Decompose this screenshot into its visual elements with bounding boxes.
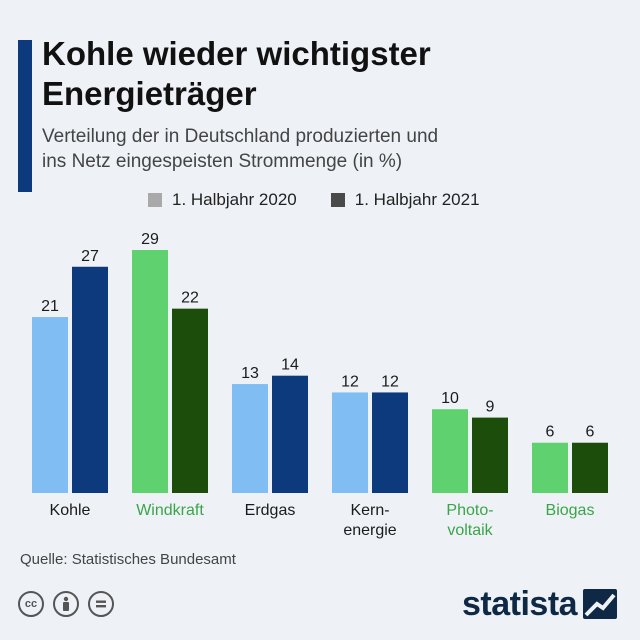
cc-icon: cc	[18, 591, 44, 617]
bar-5-0	[532, 442, 568, 493]
data-label-3-0: 12	[341, 373, 359, 390]
legend-swatch-2020	[148, 193, 162, 207]
bar-0-0	[32, 317, 68, 493]
legend-label-2021: 1. Halbjahr 2021	[354, 190, 480, 209]
brand-name: statista	[462, 585, 578, 623]
legend-item-2020: 1. Halbjahr 2020	[148, 190, 297, 210]
bar-4-1	[472, 417, 508, 493]
bar-4-0	[432, 409, 468, 493]
category-label-4-0: Photo-	[446, 502, 493, 519]
data-label-5-1: 6	[586, 424, 595, 441]
bar-3-0	[332, 392, 368, 493]
data-label-0-0: 21	[41, 298, 59, 315]
category-label-3-0: Kern-	[350, 502, 389, 519]
bar-0-1	[72, 266, 108, 493]
statista-mark-icon	[583, 589, 618, 619]
data-label-5-0: 6	[546, 424, 555, 441]
data-label-4-0: 10	[441, 390, 459, 407]
chart-subtitle: Verteilung der in Deutschland produziert…	[42, 126, 439, 172]
license-icons: cc	[18, 591, 123, 617]
data-label-2-1: 14	[281, 357, 299, 374]
legend-swatch-2021	[330, 193, 345, 207]
title-accent-bar	[18, 40, 32, 192]
bar-2-1	[272, 375, 308, 493]
nd-icon	[88, 591, 114, 617]
source-note: Quelle: Statistisches Bundesamt	[20, 551, 236, 568]
category-label-3-1: energie	[343, 522, 396, 539]
legend-item-2021: 1. Halbjahr 2021	[330, 190, 480, 210]
category-label-1: Windkraft	[136, 502, 204, 519]
data-label-3-1: 12	[381, 373, 399, 390]
data-label-4-1: 9	[486, 399, 495, 416]
category-label-5: Biogas	[546, 502, 595, 519]
bar-1-0	[132, 250, 168, 493]
category-label-0: Kohle	[50, 502, 91, 519]
data-label-0-1: 27	[81, 248, 99, 265]
bar-3-1	[372, 392, 408, 493]
statista-logo[interactable]: statista	[462, 584, 618, 624]
bar-chart: 21 27 Kohle 29 22 Windkraft 13 14 Erdgas 12 12 Kern…	[32, 231, 608, 539]
category-label-4-1: voltaik	[447, 522, 493, 539]
bar-5-1	[572, 442, 608, 493]
category-label-2: Erdgas	[245, 502, 296, 519]
chart-title: Kohle wieder wichtigster Energieträger	[42, 35, 431, 112]
data-label-2-0: 13	[241, 365, 259, 382]
by-icon	[53, 591, 79, 617]
data-label-1-1: 22	[181, 290, 199, 307]
data-label-1-0: 29	[141, 231, 159, 248]
bar-1-1	[172, 308, 208, 493]
legend-label-2020: 1. Halbjahr 2020	[172, 190, 297, 209]
bar-2-0	[232, 384, 268, 493]
legend: 1. Halbjahr 2020 1. Halbjahr 2021	[148, 190, 514, 210]
